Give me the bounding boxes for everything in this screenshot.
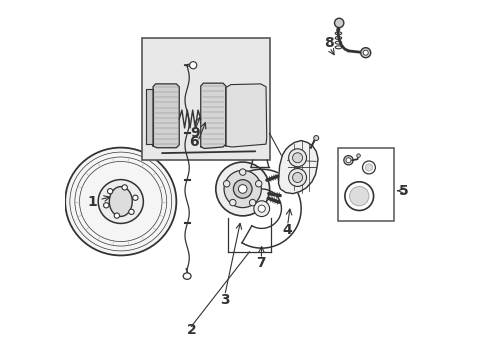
Circle shape xyxy=(238,185,246,193)
Ellipse shape xyxy=(65,148,176,256)
Circle shape xyxy=(255,180,262,187)
Circle shape xyxy=(344,182,373,211)
Ellipse shape xyxy=(183,273,191,279)
Polygon shape xyxy=(225,84,266,147)
Text: 6: 6 xyxy=(188,135,198,149)
Ellipse shape xyxy=(122,185,127,190)
Circle shape xyxy=(313,135,318,140)
Text: 5: 5 xyxy=(398,184,408,198)
Ellipse shape xyxy=(132,195,138,201)
Bar xyxy=(142,39,269,160)
Circle shape xyxy=(362,161,375,174)
Circle shape xyxy=(334,18,343,28)
Ellipse shape xyxy=(103,203,109,208)
Polygon shape xyxy=(145,89,153,144)
Circle shape xyxy=(360,48,370,58)
Bar xyxy=(337,148,394,221)
Text: 9: 9 xyxy=(190,126,200,140)
Ellipse shape xyxy=(128,209,134,215)
Circle shape xyxy=(343,156,352,165)
Circle shape xyxy=(346,158,350,163)
Circle shape xyxy=(239,169,245,175)
Ellipse shape xyxy=(109,186,132,216)
Polygon shape xyxy=(153,84,179,148)
Circle shape xyxy=(224,170,261,208)
Circle shape xyxy=(223,180,229,187)
Circle shape xyxy=(292,153,302,163)
Text: 1: 1 xyxy=(88,194,98,208)
Ellipse shape xyxy=(107,189,113,194)
Text: 3: 3 xyxy=(220,293,229,307)
Circle shape xyxy=(249,199,255,206)
Text: 2: 2 xyxy=(186,323,196,337)
Circle shape xyxy=(189,62,196,69)
Text: 7: 7 xyxy=(256,256,265,270)
Circle shape xyxy=(215,162,269,216)
Ellipse shape xyxy=(114,213,120,218)
Polygon shape xyxy=(278,140,317,194)
Circle shape xyxy=(363,50,367,55)
Text: 8: 8 xyxy=(324,36,334,50)
Circle shape xyxy=(292,172,302,183)
Circle shape xyxy=(258,205,265,212)
Circle shape xyxy=(288,168,306,186)
Circle shape xyxy=(233,180,251,198)
Polygon shape xyxy=(201,83,225,148)
Circle shape xyxy=(253,201,269,217)
Circle shape xyxy=(288,149,306,167)
Text: 4: 4 xyxy=(282,223,292,237)
Circle shape xyxy=(356,154,360,157)
Circle shape xyxy=(229,199,236,206)
Circle shape xyxy=(365,164,372,171)
Ellipse shape xyxy=(98,180,143,224)
Circle shape xyxy=(349,186,368,206)
